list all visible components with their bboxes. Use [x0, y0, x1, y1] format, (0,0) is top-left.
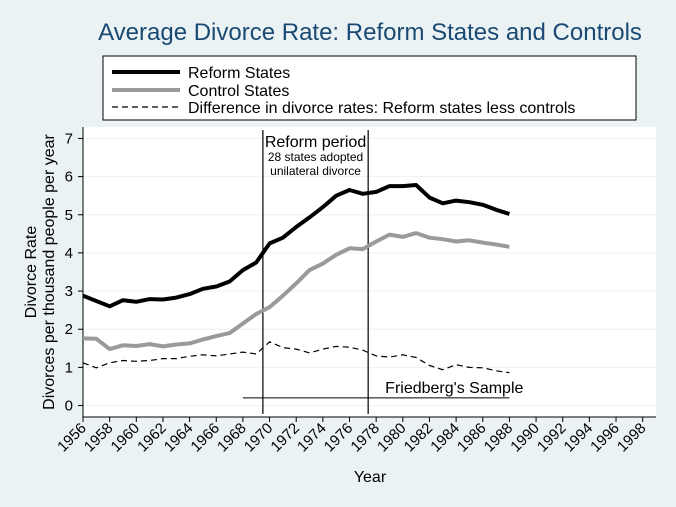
- reform-period-sub-line1: 28 states adopted: [268, 150, 363, 164]
- x-tick-label: 1978: [347, 420, 383, 456]
- legend-label-control: Control States: [188, 83, 289, 100]
- x-tick-label: 1970: [241, 420, 277, 456]
- x-tick-label: 1988: [481, 420, 517, 456]
- legend-label-reform: Reform States: [188, 65, 290, 82]
- x-tick-label: 1982: [401, 420, 437, 456]
- chart-title: Average Divorce Rate: Reform States and …: [98, 19, 642, 46]
- x-tick-label: 1976: [321, 420, 357, 456]
- x-tick-label: 1966: [187, 420, 223, 456]
- x-tick-label: 1996: [587, 420, 623, 456]
- x-tick-label: 1968: [214, 420, 250, 456]
- reform-period-label: Reform period: [265, 134, 366, 151]
- sample-bar-label: Friedberg's Sample: [385, 380, 523, 397]
- y-tick-label: 3: [65, 283, 73, 300]
- x-tick-label: 1984: [427, 420, 463, 456]
- x-tick-label: 1958: [81, 420, 117, 456]
- x-axis-title: Year: [354, 469, 387, 486]
- y-tick-label: 5: [65, 207, 73, 224]
- legend-label-difference: Difference in divorce rates: Reform stat…: [188, 100, 575, 117]
- x-tick-label: 1960: [108, 420, 144, 456]
- x-tick-label: 1962: [134, 420, 170, 456]
- reform-period-sub-line2: unilateral divorce: [270, 164, 361, 178]
- y-axis-title-line1: Divorce Rate: [23, 226, 40, 319]
- y-tick-label: 2: [65, 321, 73, 338]
- y-tick-label: 7: [65, 130, 73, 147]
- x-tick-label: 1986: [454, 420, 490, 456]
- y-tick-label: 6: [65, 169, 73, 186]
- plot-area: [83, 127, 656, 417]
- x-tick-label: 1994: [561, 420, 597, 456]
- x-tick-label: 1998: [614, 420, 650, 456]
- y-tick-label: 4: [65, 245, 73, 262]
- y-tick-label: 1: [65, 359, 73, 376]
- x-tick-label: 1956: [54, 420, 90, 456]
- x-tick-label: 1972: [267, 420, 303, 456]
- x-tick-label: 1990: [507, 420, 543, 456]
- y-tick-label: 0: [65, 398, 73, 415]
- x-tick-label: 1974: [294, 420, 330, 456]
- x-tick-label: 1992: [534, 420, 570, 456]
- legend: Reform States Control States Difference …: [103, 56, 636, 120]
- y-axis-title-line2: Divorces per thousand people per year: [41, 133, 58, 409]
- x-tick-label: 1964: [161, 420, 197, 456]
- x-tick-label: 1980: [374, 420, 410, 456]
